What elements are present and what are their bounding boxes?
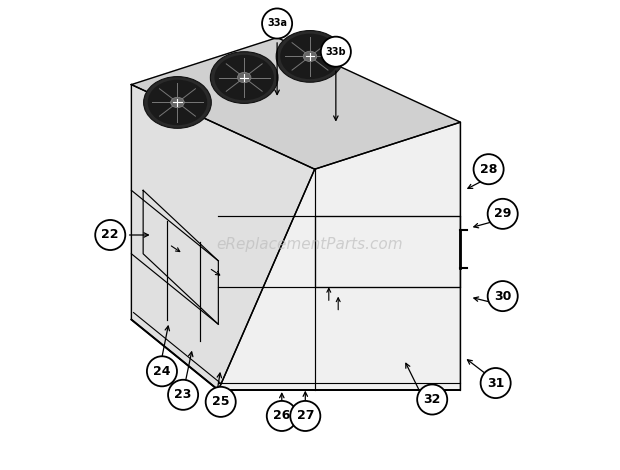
Text: 29: 29: [494, 207, 512, 220]
Circle shape: [290, 401, 321, 431]
Circle shape: [321, 37, 351, 67]
Text: 30: 30: [494, 290, 512, 303]
Ellipse shape: [148, 80, 207, 125]
Text: 22: 22: [102, 228, 119, 242]
Ellipse shape: [303, 51, 317, 62]
Ellipse shape: [144, 77, 211, 128]
Circle shape: [206, 387, 236, 417]
Circle shape: [417, 384, 447, 415]
Ellipse shape: [280, 34, 340, 79]
Circle shape: [262, 8, 292, 39]
Ellipse shape: [237, 72, 251, 83]
Text: 24: 24: [153, 365, 170, 378]
Ellipse shape: [276, 31, 344, 82]
Ellipse shape: [210, 52, 278, 103]
Circle shape: [95, 220, 125, 250]
Ellipse shape: [170, 97, 184, 108]
Circle shape: [168, 380, 198, 410]
Text: 27: 27: [296, 409, 314, 423]
Polygon shape: [218, 122, 461, 390]
Text: eReplacementParts.com: eReplacementParts.com: [216, 237, 404, 252]
Circle shape: [267, 401, 297, 431]
Text: 31: 31: [487, 376, 504, 390]
Text: 23: 23: [174, 388, 192, 401]
Text: 25: 25: [212, 395, 229, 408]
Text: 33a: 33a: [267, 18, 287, 29]
Text: 28: 28: [480, 163, 497, 176]
Text: 26: 26: [273, 409, 291, 423]
Circle shape: [147, 356, 177, 386]
Ellipse shape: [215, 55, 274, 100]
Circle shape: [488, 281, 518, 311]
Polygon shape: [131, 38, 461, 169]
Circle shape: [480, 368, 511, 398]
Circle shape: [488, 199, 518, 229]
Text: 33b: 33b: [326, 47, 346, 57]
Circle shape: [474, 154, 503, 184]
Polygon shape: [131, 85, 315, 390]
Text: 32: 32: [423, 393, 441, 406]
